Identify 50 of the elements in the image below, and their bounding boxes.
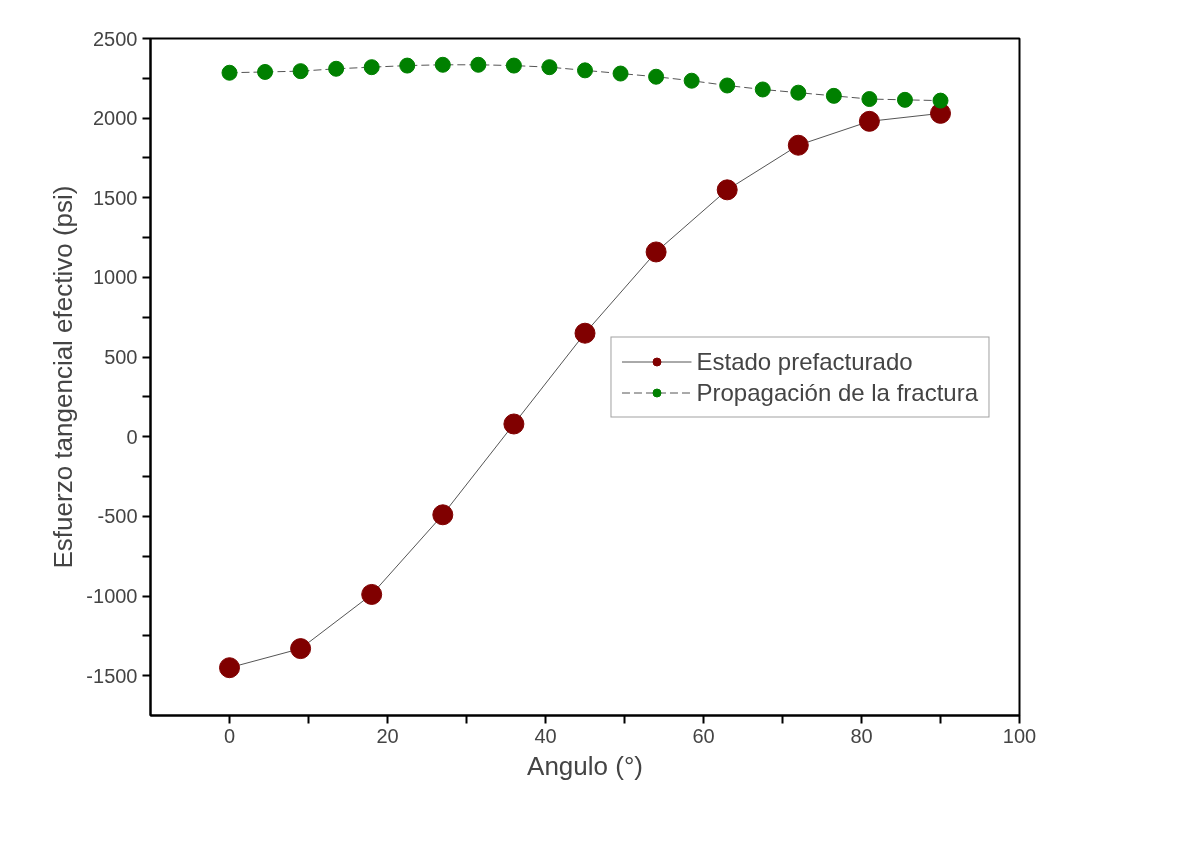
x-tick-label: 0 xyxy=(223,724,236,747)
point xyxy=(505,57,522,74)
point xyxy=(612,65,629,82)
point xyxy=(932,92,949,109)
x-tick-label: 20 xyxy=(376,724,399,747)
point xyxy=(790,84,807,101)
x-tick-label: 80 xyxy=(850,724,873,747)
point xyxy=(292,63,309,80)
y-tick-label: 2500 xyxy=(93,27,138,50)
y-tick-label: -1500 xyxy=(86,664,138,687)
x-tick-label: 40 xyxy=(534,724,557,747)
y-tick-label: -1000 xyxy=(86,585,138,608)
y-axis-title: Esfuerzo tangencial efectivo (psi) xyxy=(48,185,79,569)
x-axis-title: Angulo (°) xyxy=(527,750,643,781)
legend-label: Propagación de la fractura xyxy=(696,378,978,406)
point xyxy=(361,583,383,605)
point xyxy=(716,179,738,201)
point xyxy=(683,72,700,89)
y-tick-label: 1000 xyxy=(93,266,138,289)
y-tick-label: 2000 xyxy=(93,107,138,130)
point xyxy=(290,638,312,660)
point xyxy=(896,91,913,108)
legend-label: Estado prefacturado xyxy=(696,347,913,375)
point xyxy=(503,413,525,435)
point xyxy=(221,64,238,81)
point xyxy=(434,56,451,73)
point xyxy=(825,87,842,104)
point xyxy=(328,60,345,77)
point xyxy=(754,81,771,98)
y-tick-label: -500 xyxy=(97,505,138,528)
y-tick-label: 1500 xyxy=(93,186,138,209)
point xyxy=(574,322,596,344)
x-tick-label: 100 xyxy=(1002,724,1037,747)
point xyxy=(645,241,667,263)
x-tick-label: 60 xyxy=(692,724,715,747)
point xyxy=(577,62,593,79)
point xyxy=(470,56,487,73)
point xyxy=(648,68,665,85)
point xyxy=(719,77,736,94)
point xyxy=(219,657,240,679)
point xyxy=(787,134,809,156)
point xyxy=(858,110,880,132)
point xyxy=(432,504,454,526)
point xyxy=(363,59,380,76)
y-tick-label: 500 xyxy=(104,346,138,369)
point xyxy=(257,63,274,80)
y-tick-label: 0 xyxy=(126,425,138,448)
point xyxy=(399,57,416,74)
point xyxy=(541,59,558,76)
point xyxy=(861,91,878,108)
